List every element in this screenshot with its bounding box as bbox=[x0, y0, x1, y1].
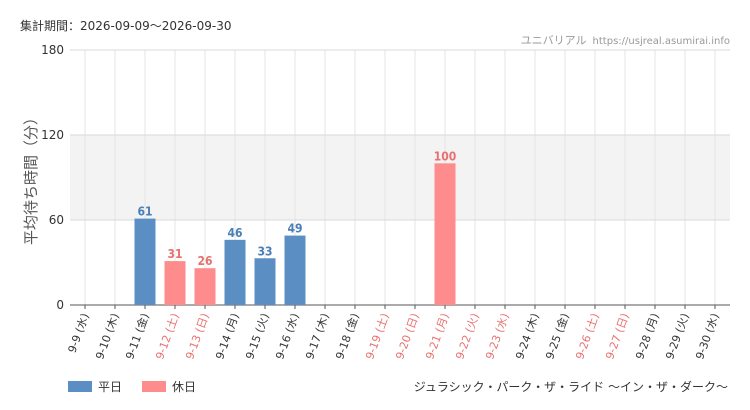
legend-swatch-holiday bbox=[142, 381, 167, 392]
bar bbox=[134, 218, 156, 305]
bar-value-label: 100 bbox=[434, 149, 457, 163]
site-url[interactable]: https://usjreal.asumirai.info bbox=[592, 36, 730, 47]
bar-value-label: 26 bbox=[197, 254, 212, 268]
x-tick-label: 9-22 (火) bbox=[453, 312, 482, 362]
x-tick-label: 9-23 (水) bbox=[483, 312, 512, 362]
x-tick-label: 9-10 (木) bbox=[93, 312, 122, 362]
x-tick-label: 9-12 (土) bbox=[153, 312, 182, 362]
x-tick-label: 9-17 (木) bbox=[303, 312, 332, 362]
x-tick-label: 9-20 (日) bbox=[393, 312, 422, 362]
y-tick-label: 0 bbox=[56, 298, 64, 312]
bar-value-label: 33 bbox=[257, 244, 272, 258]
bar bbox=[194, 268, 216, 305]
legend-item-weekday[interactable]: 平日 bbox=[68, 378, 122, 395]
shaded-band bbox=[70, 135, 730, 220]
bar-value-label: 46 bbox=[227, 226, 242, 240]
x-tick-label: 9-19 (土) bbox=[363, 312, 392, 362]
x-tick-label: 9-24 (木) bbox=[513, 312, 542, 362]
bar-value-label: 49 bbox=[287, 222, 302, 236]
bar bbox=[254, 258, 276, 305]
x-tick-label: 9-30 (水) bbox=[693, 312, 722, 362]
x-tick-label: 9-14 (月) bbox=[213, 312, 242, 362]
x-tick-label: 9-13 (日) bbox=[183, 312, 212, 362]
bar bbox=[224, 239, 246, 305]
attraction-name: ジュラシック・パーク・ザ・ライド ～イン・ザ・ダーク～ bbox=[413, 380, 728, 394]
x-tick-label: 9-26 (土) bbox=[573, 312, 602, 362]
site-name: ユニバリアル bbox=[520, 34, 587, 47]
bar bbox=[284, 235, 306, 305]
legend-swatch-weekday bbox=[68, 381, 92, 392]
x-tick-label: 9-27 (日) bbox=[603, 312, 632, 362]
x-tick-label: 9-15 (火) bbox=[243, 312, 272, 362]
x-tick-label: 9-16 (水) bbox=[273, 312, 302, 362]
bar-value-label: 31 bbox=[167, 247, 182, 261]
bar bbox=[434, 163, 456, 305]
y-tick-label: 60 bbox=[49, 213, 64, 227]
y-tick-label: 120 bbox=[41, 128, 64, 142]
x-tick-label: 9-11 (金) bbox=[122, 311, 152, 361]
site-credit: ユニバリアル https://usjreal.asumirai.info bbox=[521, 32, 730, 48]
x-tick-label: 9-25 (金) bbox=[542, 311, 572, 361]
bar bbox=[164, 261, 186, 305]
x-tick-label: 9-18 (金) bbox=[332, 311, 362, 361]
chart-legend: 平日 休日 bbox=[68, 378, 216, 395]
x-tick-label: 9-21 (月) bbox=[423, 312, 452, 362]
x-tick-label: 9-29 (火) bbox=[663, 312, 692, 362]
x-tick-label: 9-9 (水) bbox=[66, 312, 92, 355]
y-axis-label: 平均待ち時間（分） bbox=[22, 110, 40, 245]
period-label: 集計期間：2026-09-09～2026-09-30 bbox=[20, 19, 232, 33]
legend-item-holiday[interactable]: 休日 bbox=[142, 378, 196, 395]
x-tick-label: 9-28 (月) bbox=[633, 312, 662, 362]
legend-label-weekday: 平日 bbox=[98, 380, 123, 394]
bar-value-label: 61 bbox=[137, 205, 152, 219]
y-tick-label: 180 bbox=[41, 43, 64, 57]
legend-label-holiday: 休日 bbox=[172, 380, 197, 394]
